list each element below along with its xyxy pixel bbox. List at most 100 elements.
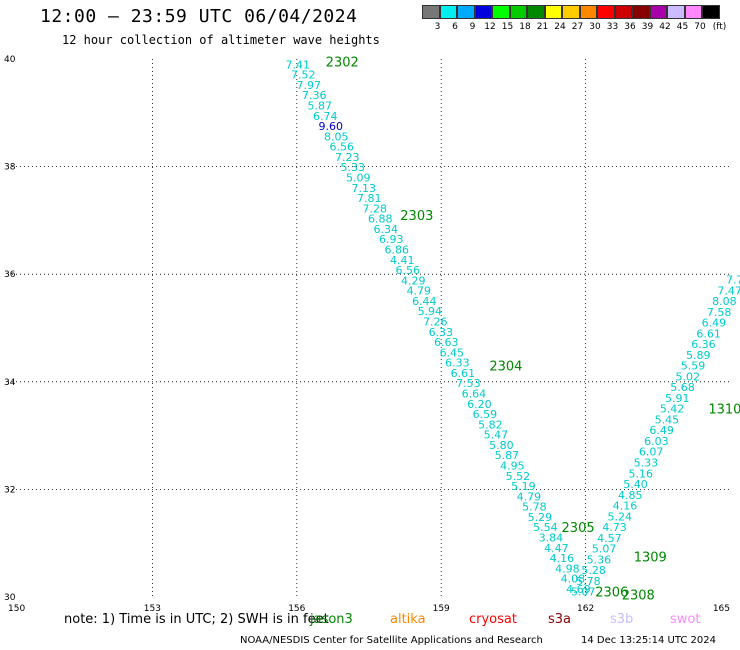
swh-value: 5.54 [533, 521, 558, 534]
pass-label: 2308 [622, 588, 655, 603]
legend-label: 39 [641, 22, 654, 32]
swh-value: 6.44 [412, 295, 437, 308]
swh-value: 4.47 [544, 542, 569, 555]
legend-label: 21 [536, 22, 549, 32]
legend-label: 45 [676, 22, 689, 32]
swh-value: 7.41 [286, 58, 311, 71]
swh-value: 6.45 [440, 346, 465, 359]
swh-value: 5.78 [576, 575, 601, 588]
satellite-cryosat-label: cryosat [469, 612, 517, 627]
swh-value: 4.16 [550, 552, 575, 565]
legend-swatch [509, 5, 527, 19]
swh-value: 6.03 [644, 435, 669, 448]
legend-swatch [562, 5, 580, 19]
swh-value: 6.33 [445, 357, 470, 370]
swh-value: 5.09 [346, 172, 371, 185]
lat-tick-label: 36 [4, 270, 16, 280]
swh-value: 6.88 [368, 213, 393, 226]
swh-value: 5.07 [571, 586, 596, 599]
swh-value: 7.36 [302, 89, 327, 102]
legend-swatch [492, 5, 510, 19]
swh-value: 6.33 [429, 326, 454, 339]
swh-value: 5.36 [587, 553, 612, 566]
legend-swatch [422, 5, 440, 19]
swh-value: 5.29 [528, 511, 553, 524]
pass-label: 1309 [634, 551, 667, 566]
swh-value: 6.86 [385, 244, 410, 257]
swh-value: 6.61 [451, 367, 476, 380]
swh-value: 7.23 [335, 151, 360, 164]
swh-value: 5.07 [592, 543, 617, 556]
color-legend [422, 5, 720, 19]
legend-swatch [457, 5, 475, 19]
swh-value: 5.87 [308, 100, 333, 113]
legend-label: 30 [589, 22, 601, 32]
lat-tick-label: 30 [4, 593, 16, 603]
swh-value: 6.07 [639, 446, 664, 459]
swh-value: 6.64 [462, 388, 487, 401]
swh-value: 5.47 [484, 429, 509, 442]
legend-label: 6 [452, 22, 458, 32]
lon-tick-label: 150 [8, 604, 25, 614]
swh-value: 7.53 [456, 377, 481, 390]
swh-value: 5.89 [686, 349, 711, 362]
swh-value: 7.58 [707, 306, 732, 319]
swh-value: 5.24 [608, 510, 633, 523]
swh-value: 6.93 [379, 233, 404, 246]
swh-value: 3.84 [539, 532, 564, 545]
legend-label: 33 [606, 22, 619, 32]
pass-label: 2306 [595, 586, 628, 601]
legend-label: 3 [434, 22, 441, 32]
swh-value: 4.29 [401, 274, 426, 287]
swh-value: 6.56 [330, 141, 355, 154]
legend-label: 42 [659, 22, 671, 32]
swh-value: 5.87 [495, 449, 520, 462]
swh-value: 4.69 [566, 583, 591, 596]
legend-swatch [614, 5, 632, 19]
swh-value: 5.80 [489, 439, 514, 452]
color-legend-labels: 3 6 9 12 15 18 21 24 27 30 33 36 39 42 45 70 (ft) [422, 22, 740, 36]
lat-tick-label: 40 [4, 55, 16, 65]
satellite-jason3-label: jason3 [310, 612, 353, 627]
swh-value: 7.13 [352, 182, 377, 195]
swh-value: 5.19 [511, 480, 536, 493]
swh-value: 5.28 [581, 564, 606, 577]
pass-label: 1310 [708, 403, 740, 418]
legend-label: 24 [554, 22, 566, 32]
swh-value: 6.34 [374, 223, 399, 236]
legend-swatch [527, 5, 545, 19]
legend-swatch [597, 5, 615, 19]
legend-swatch [702, 5, 720, 19]
legend-label: 15 [501, 22, 514, 32]
pass-label: 2302 [326, 56, 359, 71]
swh-value: 5.16 [628, 467, 653, 480]
swh-value: 5.59 [681, 360, 706, 373]
swh-value: 7.7 [726, 274, 740, 287]
legend-label: 27 [571, 22, 584, 32]
pass-label: 2305 [562, 521, 595, 536]
satellite-s3b-label: s3b [610, 612, 634, 627]
swh-value: 7.28 [363, 202, 388, 215]
swh-value: 6.56 [396, 264, 421, 277]
page-subtitle: 12 hour collection of altimeter wave hei… [62, 33, 380, 47]
footer-note: note: 1) Time is in UTC; 2) SWH is in fe… [64, 612, 329, 627]
swh-value: 8.08 [712, 295, 737, 308]
swh-value: 4.08 [561, 573, 586, 586]
swh-value: 8.05 [324, 130, 349, 143]
pass-label: 2304 [489, 360, 522, 375]
generated-timestamp: 14 Dec 13:25:14 UTC 2024 [581, 635, 716, 646]
swh-value: 7.97 [297, 79, 322, 92]
lat-tick-label: 38 [4, 163, 16, 173]
page-title: 12:00 – 23:59 UTC 06/04/2024 [40, 6, 358, 27]
swh-value: 5.45 [655, 413, 680, 426]
legend-swatch [439, 5, 457, 19]
swh-value: 5.40 [623, 478, 648, 491]
swh-value: 6.59 [473, 408, 498, 421]
swh-value: 5.33 [634, 457, 659, 470]
swh-value: 7.26 [423, 316, 448, 329]
credit-text: NOAA/NESDIS Center for Satellite Applica… [240, 635, 543, 646]
legend-label: 9 [469, 22, 476, 32]
legend-swatch [684, 5, 702, 19]
lon-tick-label: 153 [144, 604, 161, 614]
swh-value: 6.36 [691, 338, 716, 351]
